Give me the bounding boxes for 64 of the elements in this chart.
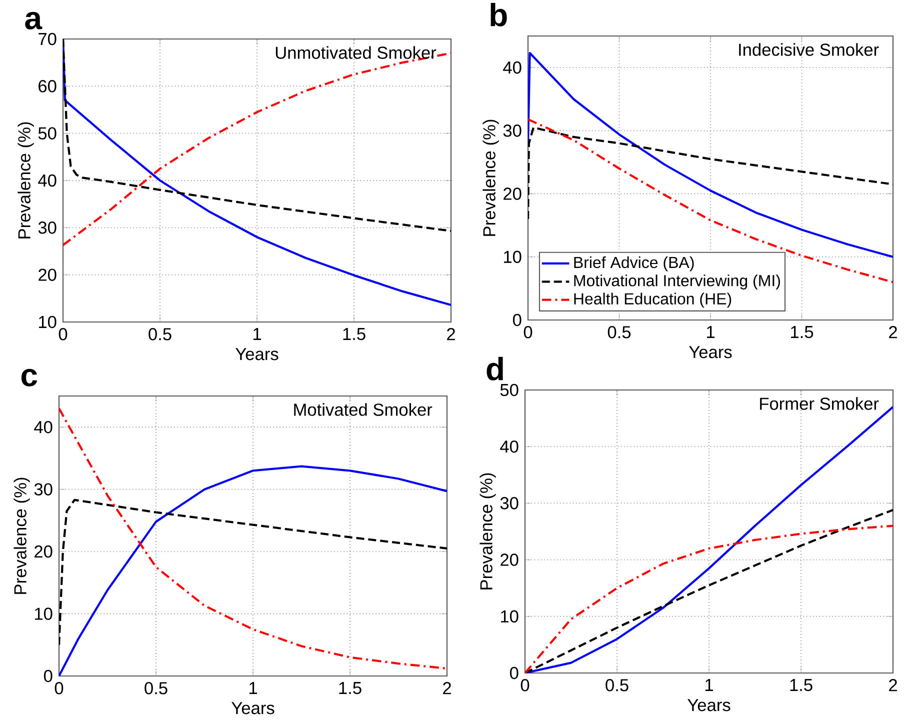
x-tick-label: 0.5 (144, 682, 168, 694)
y-tick-label: 30 (503, 124, 522, 137)
y-tick-label: 30 (34, 483, 52, 496)
annotation: Former Smoker (760, 397, 879, 410)
y-axis-title: Prevalence (%) (14, 478, 30, 594)
y-tick-label: 10 (39, 316, 56, 328)
x-tick-label: 2 (443, 682, 451, 694)
y-tick-label: 10 (501, 610, 518, 623)
y-tick-label: 20 (504, 188, 522, 200)
y-tick-label: 40 (500, 440, 518, 453)
chart-title: c (21, 368, 38, 386)
y-tick-label: 20 (500, 554, 518, 566)
y-tick-label: 20 (34, 545, 52, 558)
x-tick-label: 2 (889, 326, 897, 338)
y-tick-label: 0 (510, 666, 518, 680)
x-tick-label: 1 (707, 326, 714, 338)
y-tick-label: 50 (500, 384, 518, 396)
annotation: Motivated Smoker (294, 403, 432, 416)
y-tick-label: 40 (503, 61, 522, 74)
y-tick-label: 20 (38, 268, 56, 281)
annotation: Unmotivated Smoker (276, 46, 436, 59)
x-axis-title: Years (688, 699, 730, 712)
y-axis-title: Prevalence (%) (480, 473, 496, 590)
x-axis-title: Years (236, 348, 278, 360)
x-tick-label: 1.5 (343, 328, 366, 340)
y-axis-title: Prevalence (%) (18, 122, 34, 238)
x-tick-label: 1 (254, 328, 261, 340)
legend-label: Brief Advice (BA) (574, 256, 694, 272)
x-tick-label: 1.5 (339, 682, 362, 694)
chart-title: b (490, 2, 507, 26)
y-tick-label: 10 (35, 608, 52, 620)
y-tick-label: 10 (504, 250, 522, 264)
x-tick-label: 0 (524, 326, 532, 338)
x-tick-label: 1 (706, 679, 713, 691)
x-tick-label: 1.5 (790, 679, 812, 692)
y-tick-label: 40 (34, 420, 52, 434)
x-tick-label: 0 (520, 679, 530, 692)
y-tick-label: 50 (38, 127, 56, 140)
legend-label: Health Education (HE) (574, 292, 732, 308)
y-tick-label: 40 (38, 174, 56, 187)
x-tick-label: 2 (889, 679, 897, 692)
x-tick-label: 0.5 (608, 326, 631, 338)
x-axis-title: Years (689, 346, 732, 358)
chart-title: a (25, 12, 42, 30)
x-tick-label: 2 (447, 328, 455, 340)
chart-title: d (486, 356, 503, 380)
y-axis-title: Prevalence (%) (482, 120, 499, 236)
x-axis-title: Years (232, 702, 274, 714)
y-tick-label: 60 (38, 80, 56, 92)
line-series (59, 465, 448, 676)
y-tick-label: 0 (512, 314, 522, 326)
y-tick-label: 0 (44, 670, 52, 682)
line-series (59, 498, 448, 646)
x-tick-label: 1.5 (791, 326, 814, 338)
x-tick-label: 0 (58, 328, 68, 340)
line-series (528, 126, 894, 220)
y-tick-label: 30 (500, 497, 518, 510)
annotation: Indecisive Smoker (739, 43, 879, 56)
x-tick-label: 0.5 (606, 679, 628, 692)
legend-label: Motivational Interviewing (MI) (574, 274, 780, 290)
x-tick-label: 1 (250, 682, 257, 694)
y-tick-label: 70 (38, 32, 56, 46)
y-tick-label: 30 (38, 222, 56, 234)
x-tick-label: 0.5 (148, 328, 172, 340)
